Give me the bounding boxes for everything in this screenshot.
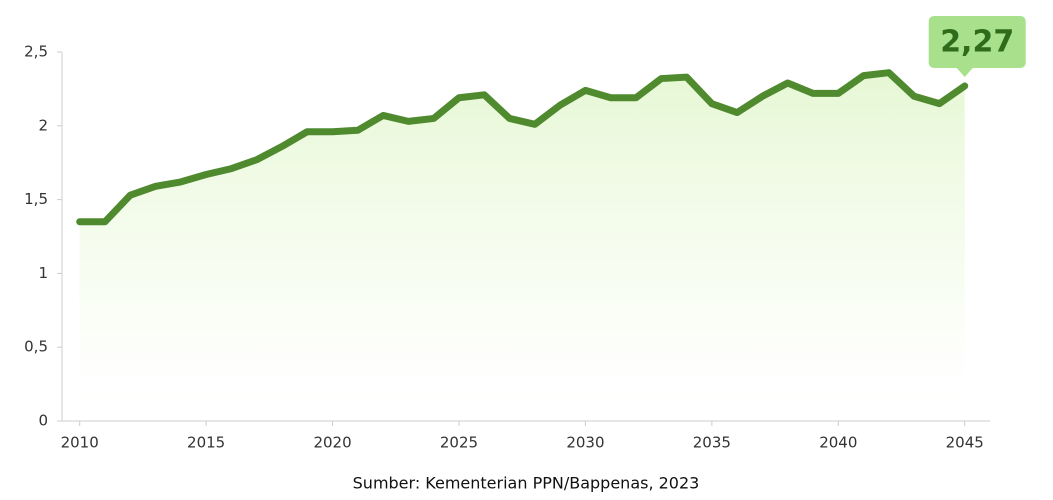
x-tick-label: 2035 [693, 434, 731, 452]
y-tick-label: 2,5 [24, 43, 48, 61]
x-tick-label: 2015 [187, 434, 225, 452]
y-tick-label: 1,5 [24, 190, 48, 208]
area-fill [79, 72, 965, 421]
x-tick-label: 2020 [313, 434, 351, 452]
x-tick-label: 2025 [440, 434, 478, 452]
y-tick-label: 0,5 [24, 338, 48, 356]
x-tick-label: 2040 [819, 434, 857, 452]
y-tick-label: 2 [38, 116, 48, 134]
x-tick-label: 2010 [61, 434, 99, 452]
y-tick-label: 1 [38, 264, 48, 282]
line [76, 69, 969, 226]
source-note: Sumber: Kementerian PPN/Bappenas, 2023 [353, 474, 700, 493]
callout [928, 15, 1026, 77]
x-tick-label: 2045 [946, 434, 984, 452]
x-tick-label: 2030 [566, 434, 604, 452]
y-tick-label: 0 [38, 412, 48, 430]
value-label: 2,27 [940, 24, 1014, 59]
